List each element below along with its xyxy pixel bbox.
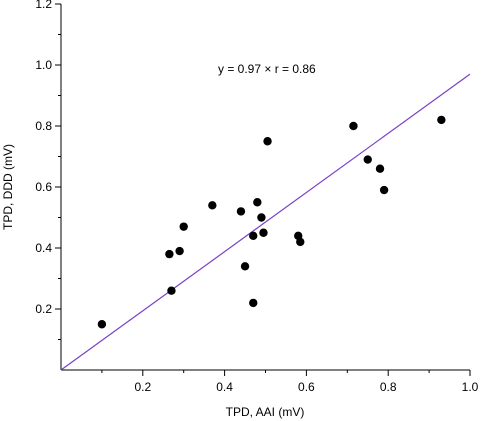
x-tick-label: 1.0 <box>462 380 479 394</box>
y-axis-label: TPD, DDD (mV) <box>1 144 15 230</box>
data-point <box>208 201 217 210</box>
data-point <box>257 213 266 222</box>
data-point <box>253 198 262 207</box>
y-tick-label: 0.6 <box>35 180 52 194</box>
x-axis-ticks: 0.2 0.4 0.6 0.8 1.0 <box>101 370 479 394</box>
data-point <box>236 207 246 216</box>
data-point <box>175 246 184 256</box>
y-axis-ticks: 0.2 0.4 0.6 0.8 1.0 1.2 <box>35 0 61 340</box>
data-point <box>363 155 372 164</box>
regression-line <box>60 73 471 371</box>
data-point <box>240 262 250 271</box>
x-tick-label: 0.4 <box>216 380 233 394</box>
y-tick-label: 1.0 <box>35 58 52 72</box>
y-tick-label: 0.4 <box>35 241 52 255</box>
regression-annotation: y = 0.97 × r = 0.86 <box>218 62 316 76</box>
data-point <box>375 164 385 173</box>
x-tick-label: 0.2 <box>134 380 151 394</box>
y-tick-label: 1.2 <box>35 0 52 11</box>
data-point <box>437 115 446 125</box>
data-point <box>249 298 258 308</box>
data-point <box>179 222 188 231</box>
x-tick-label: 0.8 <box>380 380 397 394</box>
data-point <box>349 121 358 131</box>
data-points <box>97 115 446 329</box>
x-tick-label: 0.6 <box>298 380 315 394</box>
data-point <box>249 231 258 240</box>
data-point <box>296 237 305 247</box>
data-point <box>259 228 268 237</box>
y-tick-label: 0.2 <box>35 302 52 316</box>
data-point <box>167 286 176 295</box>
data-point <box>379 185 389 195</box>
data-point <box>97 320 107 329</box>
x-axis-label: TPD, AAI (mV) <box>226 405 305 419</box>
y-tick-label: 0.8 <box>35 119 52 133</box>
data-point <box>165 249 174 259</box>
data-point <box>263 137 272 146</box>
